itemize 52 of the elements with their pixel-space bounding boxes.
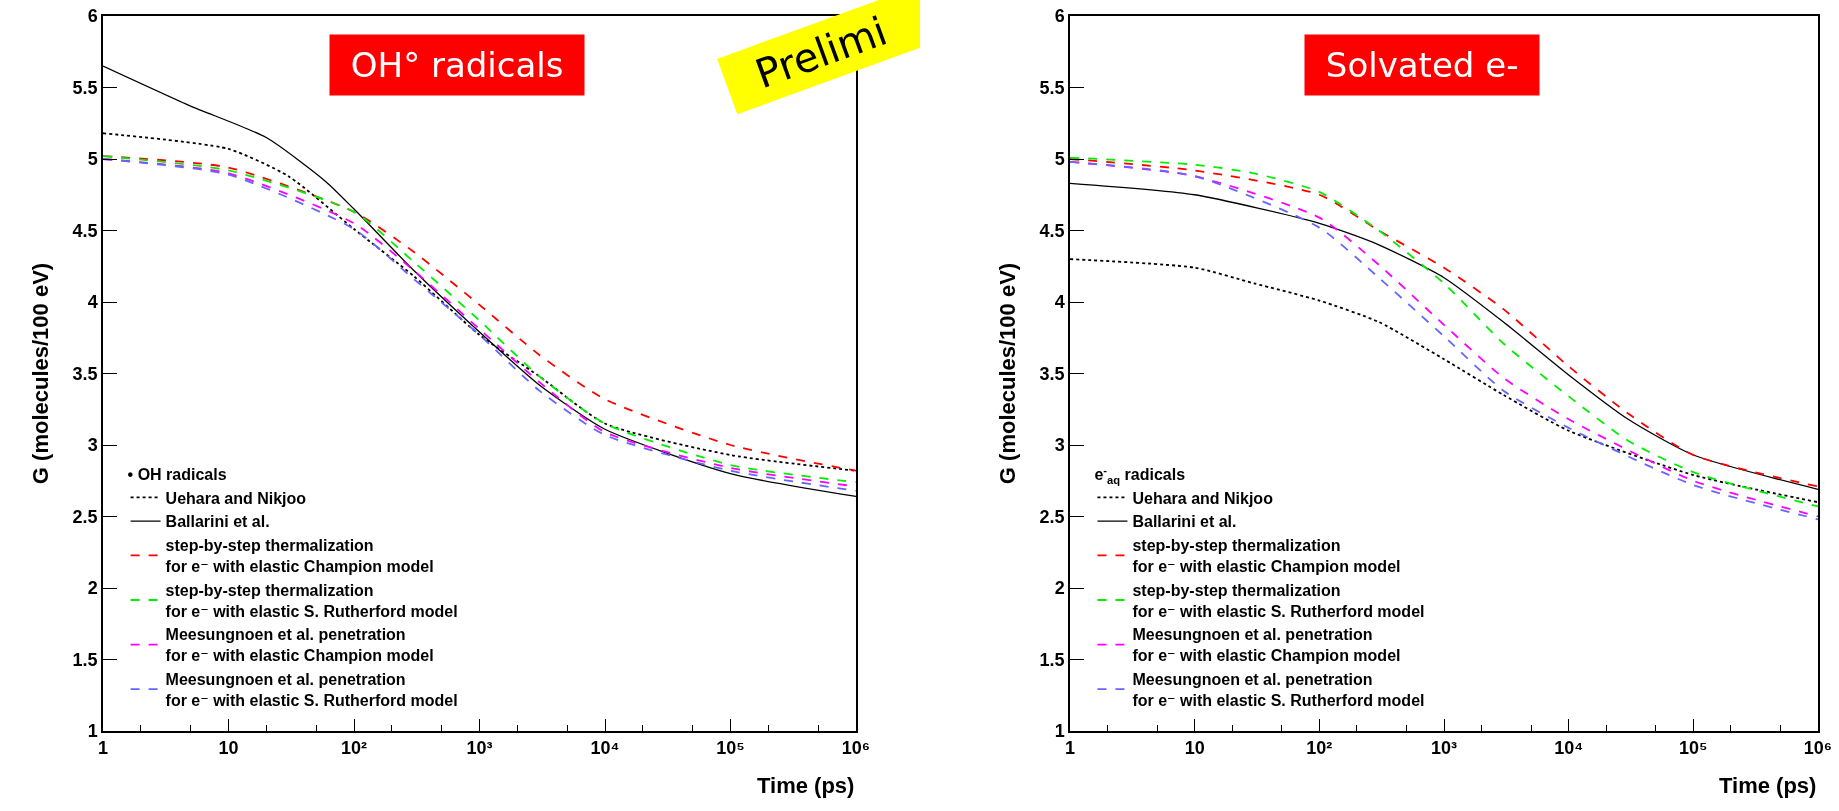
legend-label: Meesungnoen et al. penetration for e⁻ with elastic Champion model	[165, 626, 434, 665]
x-axis-title: Time (ps)	[757, 773, 855, 798]
y-tick-label: 2.5	[72, 506, 98, 527]
x-axis-title: Time (ps)	[1719, 773, 1817, 798]
y-tick-label: 1.5	[72, 649, 98, 670]
y-tick-label: 1	[1054, 721, 1065, 742]
y-tick-label: 1.5	[1039, 649, 1065, 670]
x-tick-label: 10⁵	[1679, 738, 1708, 759]
x-tick-label: 10⁵	[716, 738, 745, 759]
y-tick-label: 1	[87, 721, 98, 742]
y-axis-title: G (molecules/100 eV)	[27, 262, 53, 485]
y-tick-label: 3	[87, 435, 98, 456]
legend-label: step-by-step thermalization for e⁻ with elastic S. Rutherford model	[165, 581, 458, 620]
x-tick-label: 10	[218, 738, 239, 759]
legend-label: Uehara and Nikjoo	[1132, 489, 1274, 507]
x-tick-label: 10⁴	[1554, 738, 1584, 759]
y-tick-label: 5	[1054, 149, 1065, 170]
x-tick-label: 10⁶	[841, 738, 871, 759]
legend-label: step-by-step thermalization for e⁻ with elastic S. Rutherford model	[1132, 581, 1425, 620]
x-tick-label: 10³	[1430, 738, 1458, 759]
y-tick-label: 4.5	[1039, 220, 1065, 241]
x-tick-label: 10²	[1306, 738, 1333, 759]
legend-label: Uehara and Nikjoo	[165, 489, 307, 507]
legend-label: Meesungnoen et al. penetration for e⁻ with elastic Champion model	[1132, 626, 1401, 665]
y-tick-label: 4	[1054, 292, 1065, 313]
text: OH° radicals	[340, 45, 575, 85]
y-tick-label: 3.5	[72, 363, 98, 384]
y-tick-label: 5.5	[72, 77, 98, 98]
x-tick-label: 10⁶	[1803, 738, 1833, 759]
x-tick-label: 10⁴	[590, 738, 620, 759]
y-tick-label: 5	[87, 149, 98, 170]
y-tick-label: 4	[87, 292, 98, 313]
y-tick-label: 6	[87, 6, 98, 27]
x-tick-label: 10	[1184, 738, 1205, 759]
y-tick-label: 2.5	[1039, 506, 1065, 527]
legend-title: e$^{-}$$_{aq}$ radicals	[1094, 463, 1186, 486]
legend-title: • OH radicals	[127, 466, 227, 484]
legend-label: Ballarini et al.	[1132, 513, 1237, 531]
y-axis-title: G (molecules/100 eV)	[994, 262, 1020, 485]
y-tick-label: 2	[1054, 578, 1065, 599]
y-tick-label: 3	[1054, 435, 1065, 456]
x-tick-label: 10²	[340, 738, 368, 759]
text: Solvated e-	[1315, 45, 1530, 85]
y-tick-label: 5.5	[1039, 77, 1065, 98]
legend-label: Meesungnoen et al. penetration for e⁻ with elastic S. Rutherford model	[165, 671, 458, 709]
legend-label: Meesungnoen et al. penetration for e⁻ with elastic S. Rutherford model	[1132, 671, 1425, 709]
y-tick-label: 3.5	[1039, 363, 1065, 384]
y-tick-label: 6	[1054, 6, 1065, 27]
legend-label: Ballarini et al.	[165, 513, 270, 531]
y-tick-label: 2	[87, 578, 98, 599]
y-tick-label: 4.5	[72, 220, 98, 241]
x-tick-label: 10³	[466, 738, 493, 759]
